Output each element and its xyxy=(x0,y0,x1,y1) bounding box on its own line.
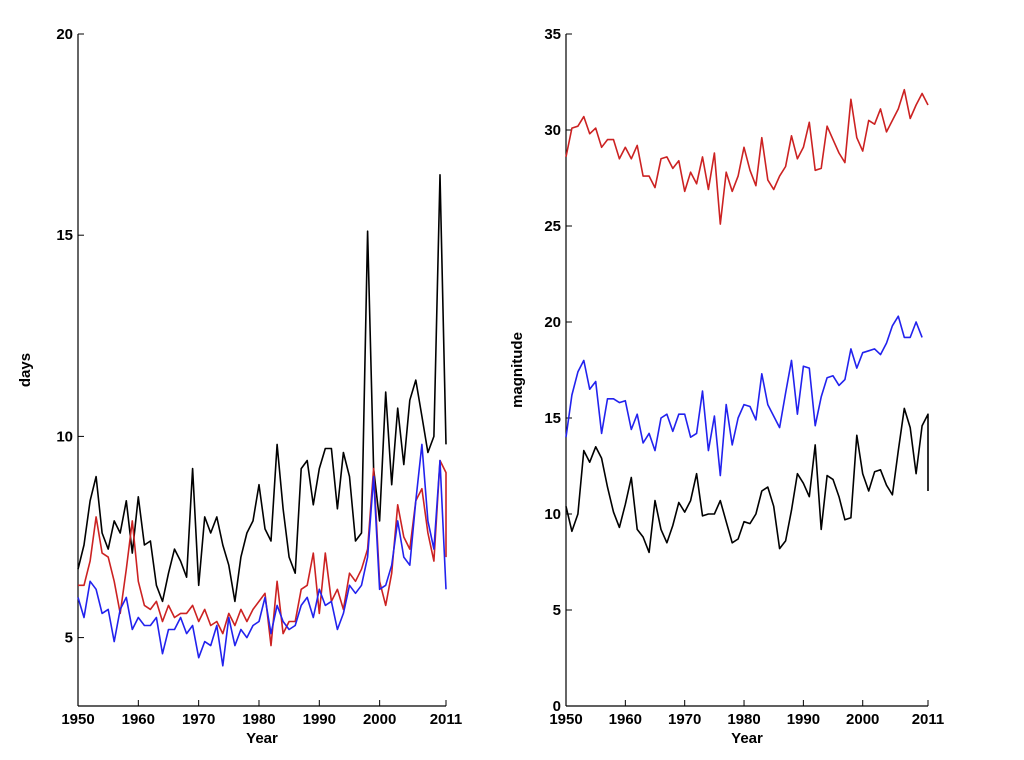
y-tick-label: 15 xyxy=(56,227,73,244)
y-axis-label: days xyxy=(17,353,34,387)
left-panel-days: 5 10 15 20 1950 1960 1970 1980 1990 2000 2011 Year d… xyxy=(17,26,462,747)
x-tick-label: 1980 xyxy=(242,711,275,728)
y-axis-label: magnitude xyxy=(509,332,526,408)
y-tick-label: 0 xyxy=(553,698,561,715)
x-tick-label: 1960 xyxy=(122,711,155,728)
y-tick-label: 30 xyxy=(544,122,561,139)
series-line-2 xyxy=(565,407,929,554)
x-tick-label: 1970 xyxy=(182,711,215,728)
x-tick-label: 1990 xyxy=(303,711,336,728)
x-tick-label: 2000 xyxy=(363,711,396,728)
x-tick-label: 1960 xyxy=(609,711,642,728)
y-tick-label: 20 xyxy=(544,314,561,331)
x-tick-label: 1990 xyxy=(787,711,820,728)
x-tick-label: 1950 xyxy=(549,711,582,728)
x-axis-label: Year xyxy=(731,730,763,747)
y-tick-label: 20 xyxy=(56,26,73,43)
y-tick-label: 5 xyxy=(65,630,73,647)
series-line-0 xyxy=(77,174,447,603)
x-tick-label: 2011 xyxy=(912,711,945,728)
x-tick-label: 1980 xyxy=(727,711,760,728)
y-tick-label: 15 xyxy=(544,410,561,427)
y-tick-label: 35 xyxy=(544,26,561,43)
series-line-1 xyxy=(565,315,923,477)
series-line-0 xyxy=(565,88,929,225)
y-tick-label: 5 xyxy=(553,602,561,619)
x-tick-label: 1970 xyxy=(668,711,701,728)
x-axis-label: Year xyxy=(246,730,278,747)
series-line-2 xyxy=(77,443,447,667)
x-tick-label: 1950 xyxy=(61,711,94,728)
x-tick-label: 2011 xyxy=(430,711,463,728)
y-tick-label: 10 xyxy=(56,428,73,445)
y-tick-label: 25 xyxy=(544,218,561,235)
y-tick-label: 10 xyxy=(544,506,561,523)
x-tick-label: 2000 xyxy=(846,711,879,728)
right-panel-magnitude: 0 5 10 15 20 25 30 35 1950 1960 1970 1980 1990 2000 20… xyxy=(509,26,944,747)
series-line-1 xyxy=(78,459,447,647)
